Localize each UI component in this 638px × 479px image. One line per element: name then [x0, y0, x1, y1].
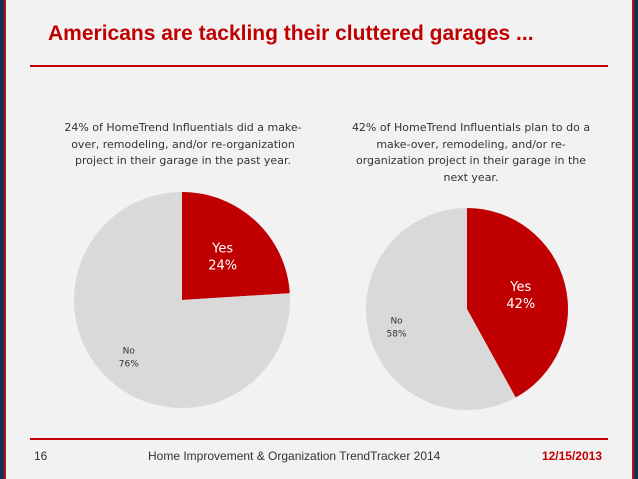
pie-0-value-no: 76%	[119, 359, 139, 369]
footer-date: 12/15/2013	[541, 449, 602, 463]
left-pie-chart: Yes 24% No 76%	[74, 192, 290, 408]
slide-title: Americans are tackling their cluttered g…	[48, 22, 534, 45]
pie-1-value-yes: 42%	[506, 297, 535, 312]
pie-0-slice-yes	[182, 192, 290, 300]
pie-0-value-yes: 24%	[208, 259, 237, 274]
left-edge-bar	[0, 0, 4, 479]
right-edge-bar	[634, 0, 638, 479]
title-divider	[30, 65, 608, 67]
left-pie-caption: 24% of HomeTrend Influentials did a make…	[64, 121, 302, 167]
footer-report-title: Home Improvement & Organization TrendTra…	[148, 449, 441, 463]
pie-0-label-no: No	[123, 346, 136, 356]
pie-0-slice-no	[74, 192, 290, 408]
left-edge-accent	[4, 0, 6, 479]
pie-0-label-yes: Yes	[211, 242, 233, 257]
right-pie-chart: Yes 42% No 58%	[365, 208, 568, 410]
pie-1-label-no: No	[390, 317, 403, 327]
footer-divider	[30, 438, 608, 440]
page-number: 16	[34, 449, 48, 463]
pie-1-slice-no	[365, 208, 516, 410]
pie-1-label-yes: Yes	[509, 280, 531, 295]
pie-1-value-no: 58%	[387, 330, 407, 340]
right-edge-accent	[632, 0, 634, 479]
pie-1-slice-yes	[467, 208, 568, 398]
right-pie-caption: 42% of HomeTrend Influentials plan to do…	[351, 121, 591, 184]
